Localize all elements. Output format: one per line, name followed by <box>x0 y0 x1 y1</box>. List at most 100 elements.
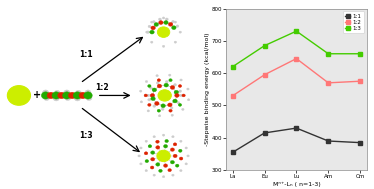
Text: 1:2: 1:2 <box>95 83 109 92</box>
Circle shape <box>159 169 162 172</box>
Circle shape <box>162 176 165 178</box>
Circle shape <box>156 75 158 77</box>
Circle shape <box>179 157 183 160</box>
Text: +: + <box>33 91 41 100</box>
Circle shape <box>165 81 168 83</box>
Circle shape <box>145 140 147 142</box>
Circle shape <box>173 99 177 103</box>
Circle shape <box>74 96 80 101</box>
1:3 <box>358 53 362 55</box>
Circle shape <box>154 101 159 105</box>
Circle shape <box>157 27 170 37</box>
Circle shape <box>150 87 152 89</box>
Circle shape <box>172 20 175 23</box>
Circle shape <box>168 22 173 26</box>
Circle shape <box>156 82 159 84</box>
Circle shape <box>170 107 173 109</box>
Circle shape <box>174 21 177 23</box>
Circle shape <box>42 92 50 99</box>
Circle shape <box>170 86 175 89</box>
Circle shape <box>140 101 142 103</box>
Circle shape <box>178 85 182 88</box>
Circle shape <box>154 23 159 26</box>
Circle shape <box>168 169 171 172</box>
1:3 <box>262 45 267 47</box>
Circle shape <box>172 174 174 176</box>
Circle shape <box>150 166 154 169</box>
Circle shape <box>173 154 177 158</box>
1:1 <box>230 151 235 153</box>
Circle shape <box>150 21 153 23</box>
1:1 <box>326 140 331 142</box>
Circle shape <box>150 30 154 34</box>
Circle shape <box>140 147 142 149</box>
Circle shape <box>138 155 140 157</box>
Circle shape <box>157 84 162 88</box>
Circle shape <box>165 139 168 143</box>
Circle shape <box>168 103 172 107</box>
Circle shape <box>152 88 157 92</box>
Circle shape <box>182 108 184 110</box>
Circle shape <box>86 95 92 101</box>
1:2 <box>294 57 298 60</box>
Line: 1:2: 1:2 <box>230 56 362 98</box>
Circle shape <box>169 109 172 112</box>
Circle shape <box>175 164 179 167</box>
Line: 1:1: 1:1 <box>230 126 362 155</box>
Circle shape <box>58 92 65 99</box>
Circle shape <box>179 90 181 92</box>
Circle shape <box>152 21 155 23</box>
Circle shape <box>153 105 156 107</box>
Circle shape <box>171 148 174 151</box>
1:3 <box>230 66 235 68</box>
Circle shape <box>171 114 174 116</box>
1:3 <box>294 30 298 32</box>
Circle shape <box>43 90 49 95</box>
Circle shape <box>187 155 189 157</box>
Circle shape <box>158 115 161 117</box>
Circle shape <box>145 81 148 83</box>
Circle shape <box>180 140 182 142</box>
Circle shape <box>161 108 164 110</box>
Circle shape <box>73 92 82 99</box>
Circle shape <box>52 92 61 99</box>
Circle shape <box>174 90 178 94</box>
Circle shape <box>163 164 168 167</box>
Circle shape <box>64 90 70 95</box>
1:2 <box>230 95 235 97</box>
Circle shape <box>145 31 148 33</box>
X-axis label: Mⁿ⁺-Lₙ ( n=1-3): Mⁿ⁺-Lₙ ( n=1-3) <box>273 181 320 187</box>
Circle shape <box>180 94 183 97</box>
Circle shape <box>147 94 150 97</box>
Circle shape <box>158 90 171 101</box>
Circle shape <box>178 103 182 106</box>
Circle shape <box>151 26 155 30</box>
Circle shape <box>151 158 155 161</box>
Circle shape <box>156 146 160 149</box>
Circle shape <box>153 136 156 138</box>
Circle shape <box>162 45 165 47</box>
Circle shape <box>157 150 170 162</box>
Circle shape <box>156 140 159 143</box>
Circle shape <box>177 102 180 104</box>
Circle shape <box>169 74 171 76</box>
Circle shape <box>151 97 155 101</box>
Circle shape <box>172 136 174 138</box>
Y-axis label: -Stepwise binding energy (kcal/mol): -Stepwise binding energy (kcal/mol) <box>205 33 209 146</box>
Circle shape <box>156 163 160 166</box>
Circle shape <box>151 151 155 154</box>
Circle shape <box>144 152 148 155</box>
Circle shape <box>163 145 168 148</box>
Circle shape <box>79 92 86 99</box>
Circle shape <box>84 92 92 99</box>
Circle shape <box>147 31 150 33</box>
Circle shape <box>62 92 71 99</box>
Legend: 1:1, 1:2, 1:3: 1:1, 1:2, 1:3 <box>343 11 364 33</box>
Circle shape <box>7 86 31 105</box>
Circle shape <box>150 41 153 43</box>
Circle shape <box>148 103 151 106</box>
Circle shape <box>176 25 179 27</box>
1:1 <box>294 127 298 129</box>
Circle shape <box>54 90 60 96</box>
Circle shape <box>165 18 168 20</box>
